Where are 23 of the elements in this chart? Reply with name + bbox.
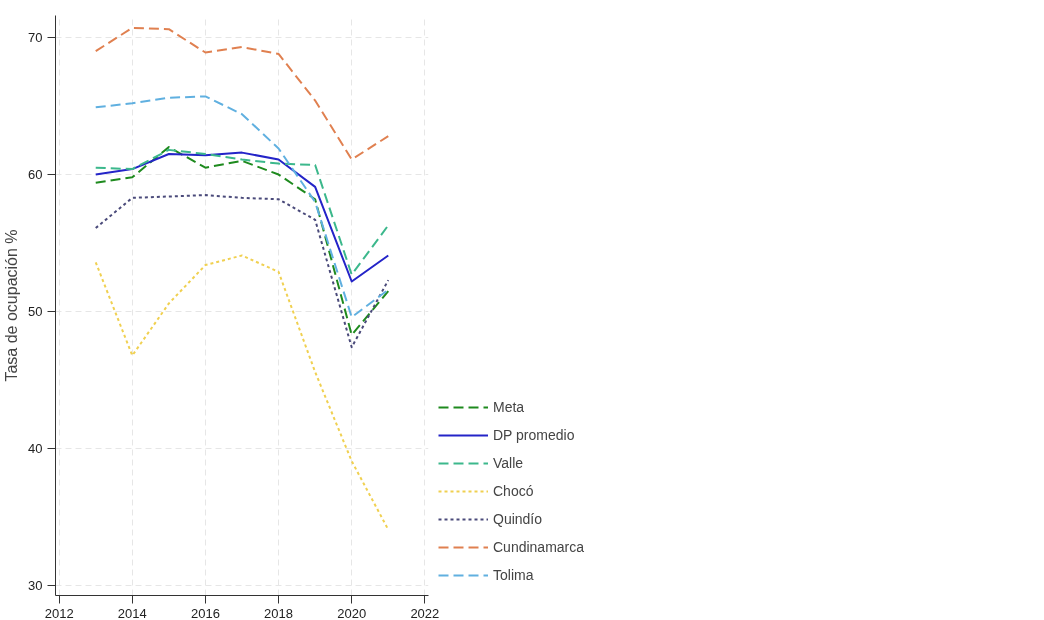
legend-label: Cundinamarca	[493, 539, 585, 555]
line-series	[94, 194, 390, 349]
x-tick-label: 2014	[117, 605, 147, 620]
y-tick-label: 40	[28, 441, 43, 457]
x-tick-label: 2012	[44, 605, 74, 620]
y-tick-label: 60	[28, 167, 43, 183]
x-tick-label: 2018	[264, 605, 294, 620]
legend-label: DP promedio	[493, 427, 575, 443]
legend-label: Tolima	[493, 567, 534, 583]
legend-label: Valle	[493, 455, 524, 471]
legend-label: Chocó	[493, 483, 534, 499]
x-tick-label: 2022	[410, 605, 440, 620]
legend-label: Meta	[493, 399, 525, 415]
y-axis-title: Tasa de ocupación %	[3, 229, 21, 382]
line-series	[94, 26, 390, 161]
line-series	[94, 254, 390, 531]
y-tick-label: 50	[28, 304, 43, 320]
x-tick-label: 2016	[190, 605, 220, 620]
line-series	[94, 146, 390, 336]
legend-label: Quindío	[493, 511, 543, 527]
y-tick-label: 70	[28, 29, 43, 45]
y-tick-label: 30	[28, 578, 43, 594]
x-tick-label: 2020	[337, 605, 367, 620]
